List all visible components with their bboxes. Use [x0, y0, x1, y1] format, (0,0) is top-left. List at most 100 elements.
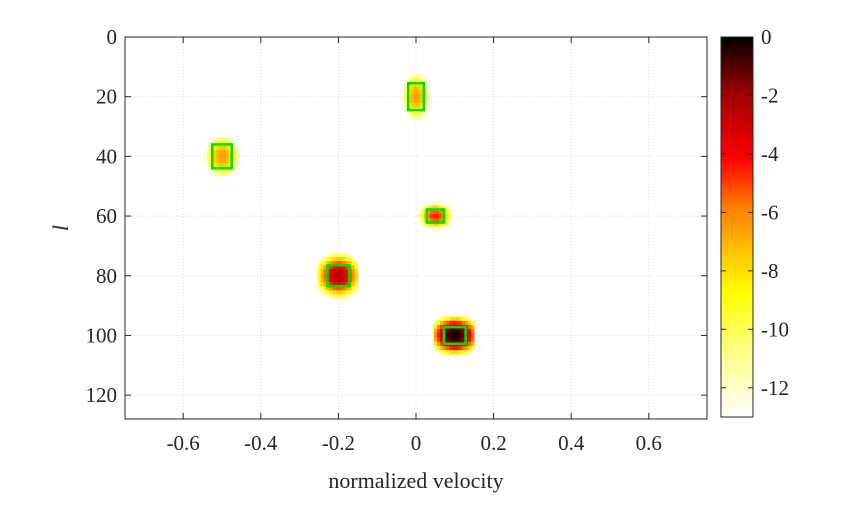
colorbar [720, 36, 754, 418]
heatmap-cell [440, 345, 444, 351]
heatmap-cell [433, 201, 437, 207]
heatmap-cell [417, 209, 422, 215]
heatmap-cell [436, 213, 440, 219]
colorbar-tick-label: 0 [761, 25, 772, 49]
heatmap-cell [420, 218, 425, 223]
heatmap-cell [323, 282, 328, 287]
heatmap-cell [426, 98, 430, 104]
heatmap-cell [332, 261, 337, 266]
heatmap-cell [213, 145, 217, 151]
heatmap-cell [345, 286, 349, 291]
heatmap-cell [461, 320, 466, 326]
heatmap-cell [225, 162, 230, 168]
heatmap-cell [410, 73, 415, 79]
heatmap-cell [342, 277, 346, 283]
heatmap-cell [455, 329, 460, 334]
heatmap-cell [440, 333, 444, 338]
heatmap-cell [320, 261, 325, 266]
heatmap-cell [455, 345, 460, 351]
heatmap-cell [320, 265, 325, 270]
heatmap-cell [342, 282, 346, 287]
colorbar-tick-labels: 0 -2 -4 -6 -8 -10 -12 [761, 25, 789, 400]
heatmap-cell [345, 277, 349, 283]
heatmap-cell [232, 141, 236, 147]
colorbar-tick-label: -8 [761, 259, 779, 283]
heatmap-cell [436, 345, 441, 351]
heatmap-cell [232, 158, 236, 164]
heatmap-cell [329, 261, 334, 266]
heatmap-cell [351, 273, 356, 279]
heatmap-cell [339, 290, 343, 295]
heatmap-cell [467, 337, 472, 343]
heatmap-cell [351, 286, 356, 291]
heatmap-cell [420, 209, 425, 215]
heatmap-cell [426, 102, 430, 108]
heatmap-cell [332, 256, 337, 262]
heatmap-cell [416, 115, 421, 121]
heatmap-cell [433, 218, 437, 223]
colorbar-ticks [721, 36, 753, 389]
heatmap-cell [329, 273, 334, 279]
heatmap-cell [448, 209, 453, 215]
heatmap-cell [345, 256, 349, 262]
heatmap-cell [410, 102, 415, 108]
heatmap-cell [446, 329, 450, 334]
heatmap-cell [351, 265, 356, 270]
heatmap-cell [467, 345, 472, 351]
heatmap-cell [461, 329, 466, 334]
heatmap-cell [351, 269, 356, 275]
heatmap-cell [439, 201, 443, 207]
heatmap-cell [232, 150, 236, 155]
heatmap-cell [419, 86, 424, 91]
heatmap-cell [342, 286, 346, 291]
heatmap-cell [436, 341, 441, 347]
heatmap-cell [452, 345, 456, 351]
heatmap-cell [429, 205, 434, 211]
heatmap-cell [452, 333, 456, 338]
heatmap-cell [436, 222, 440, 227]
heatmap-cell [442, 222, 446, 227]
heatmap-cell [443, 345, 447, 351]
heatmap-cell [448, 218, 453, 223]
heatmap-cell [423, 222, 428, 227]
heatmap-cell [317, 273, 321, 279]
heatmap-cell [471, 333, 475, 338]
heatmap-cell [446, 333, 450, 338]
heatmap-cell [351, 277, 356, 283]
heatmap-cell [336, 256, 340, 262]
heatmap-cell [436, 201, 440, 207]
heatmap-cell [348, 290, 352, 295]
heatmap-cell [419, 102, 424, 108]
heatmap-cell [219, 170, 224, 176]
y-tick-label: 100 [86, 323, 118, 347]
heatmap-cell [426, 222, 431, 227]
heatmap-cell [342, 290, 346, 295]
heatmap-cell [235, 158, 239, 164]
heatmap-cell [436, 337, 441, 343]
heatmap-cell [345, 294, 349, 300]
heatmap-cell [443, 350, 447, 355]
axis-ticks [125, 36, 707, 419]
heatmap-cell [461, 345, 466, 351]
heatmap-cell [213, 137, 217, 143]
heatmap-cell [326, 290, 331, 295]
heatmap-cell [332, 265, 337, 270]
heatmap-cell [332, 277, 337, 283]
heatmap-cell [204, 150, 208, 155]
heatmap-cell [449, 320, 453, 326]
heatmap-cell [336, 290, 340, 295]
detection-box [406, 82, 426, 112]
heatmap-cell [336, 261, 340, 266]
heatmap-cell [317, 265, 321, 270]
heatmap-cell [413, 102, 418, 108]
heatmap-cell [354, 265, 359, 270]
heatmap-cell [345, 290, 349, 295]
heatmap-cell [420, 205, 425, 211]
heatmap-cell [326, 286, 331, 291]
heatmap-cell [342, 256, 346, 262]
heatmap-cell [329, 286, 334, 291]
heatmap-cell [326, 294, 331, 300]
heatmap-cell [342, 265, 346, 270]
heatmap-cell [235, 150, 239, 155]
